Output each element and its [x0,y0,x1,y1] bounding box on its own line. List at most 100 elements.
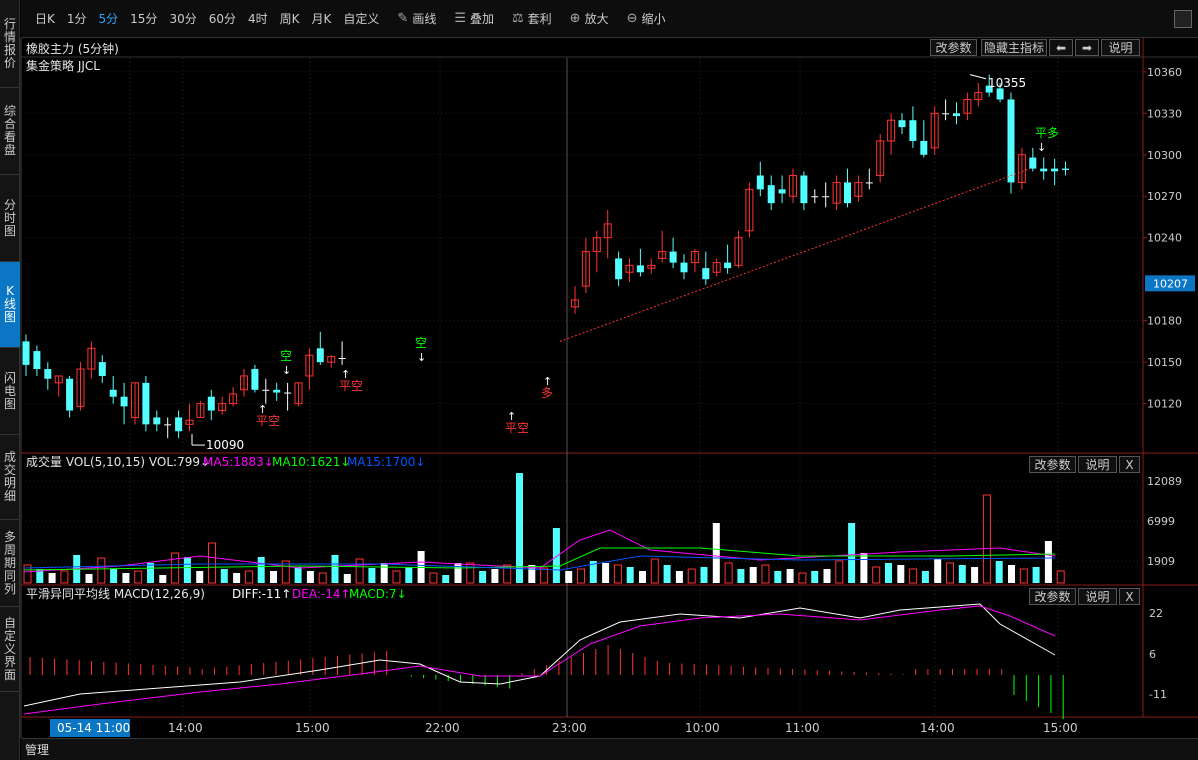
volume-bar [934,559,942,583]
candle-body [273,389,281,393]
candle-body [930,112,939,149]
y-tick-label: 10120 [1147,398,1182,411]
candle-body [240,375,248,391]
period-2-button[interactable]: 5分 [98,12,119,26]
sidebar-item-label: 闪电图 [3,370,16,411]
y-tick-label: 10360 [1147,66,1182,79]
candle-body [131,382,139,418]
high-marker [969,74,987,80]
period-5-button[interactable]: 60分 [208,12,236,26]
volume-bar [885,563,892,583]
tool-2-button[interactable]: ⚖ 套利 [506,0,558,38]
period-6-button[interactable]: 4时 [248,12,268,26]
volume-bar [343,574,351,583]
signal-label: 平空 [256,414,280,428]
volume-bar [712,523,720,583]
x-tick-label: 11:00 [785,721,820,735]
volume-bar [208,542,216,584]
period-1-button[interactable]: 1分 [66,12,87,26]
x-tick-label: 15:00 [1043,721,1078,735]
sidebar-item-3[interactable]: K线图 [0,262,20,348]
candle-body [734,237,743,266]
tool-1-button[interactable]: ☰ 叠加 [448,0,500,38]
main-params-button[interactable]: 改参数 [930,39,977,56]
main-help-button[interactable]: 说明 [1101,39,1140,56]
manage-button[interactable]: 管理 [25,743,50,757]
volume-bar [909,568,918,584]
tool-4-button[interactable]: ⊖ 缩小 [621,0,672,38]
candle-body [316,348,324,363]
candle-body [625,264,634,273]
candle-body [1051,168,1059,172]
candle-body [1007,99,1015,183]
volume-ma10-line [23,547,1056,571]
macd-help-button[interactable]: 说明 [1078,588,1117,605]
y-tick-label: 10150 [1147,356,1182,369]
hide-main-indicator-button[interactable]: 隐藏主指标 [981,39,1047,56]
period-4-button[interactable]: 30分 [169,12,197,26]
sidebar-item-label: K线图 [3,284,16,324]
sidebar-item-4[interactable]: 闪电图 [0,348,20,435]
volume-bar [848,523,856,583]
arbitrage-icon: ⚖ [512,11,524,26]
candle-body [647,264,656,269]
volume-bar [823,569,831,583]
restore-window-button[interactable] [1174,10,1192,28]
current-price-badge [1145,275,1195,292]
sidebar-item-5[interactable]: 成交明细 [0,435,20,520]
volume-bar [626,567,634,583]
volume-bar [650,558,659,584]
x-tick-label: 14:00 [920,721,955,735]
y-tick-label: 10300 [1147,149,1182,162]
candle-body [690,251,699,264]
volume-bar [528,565,536,583]
candle-body [920,140,928,155]
volume-bar [921,571,929,583]
period-8-button[interactable]: 月K [311,12,332,26]
sidebar-item-7[interactable]: 自定义界面 [0,607,20,692]
volume-bar [48,573,56,583]
period-7-button[interactable]: 周K [279,12,300,26]
candle-body [338,357,346,359]
volume-bar [196,571,204,583]
volume-params-button[interactable]: 改参数 [1029,456,1076,473]
candle-body [251,369,259,390]
volume-bar [675,571,683,583]
volume-help-button[interactable]: 说明 [1078,456,1117,473]
sidebar: 行情报价 综合看盘 分时图 K线图闪电图成交明细 多周期同列自定义界面 [0,0,20,760]
volume-bar [577,568,585,584]
signal-arrow: ↑ [258,403,267,416]
candle-body [778,189,786,194]
sidebar-item-label: 自定义界面 [3,615,16,682]
tool-0-button[interactable]: ✎ 画线 [391,0,442,38]
signal-arrow: ↓ [282,364,291,377]
candle-body [811,196,819,198]
chart-area[interactable]: 10360 10330 10300 10270 10240 10180 10150 10120… [0,0,1198,738]
sidebar-item-1[interactable]: 综合看盘 [0,88,20,175]
volume-bar [565,571,573,583]
macd-close-button[interactable]: X [1119,588,1140,605]
period-0-button[interactable]: 日K [35,12,55,26]
volume-bar [872,566,881,584]
macd-params-button[interactable]: 改参数 [1029,588,1076,605]
period-3-button[interactable]: 15分 [130,12,158,26]
volume-bar [971,567,979,583]
tool-3-button[interactable]: ⊕ 放大 [564,0,615,38]
sidebar-item-6[interactable]: 多周期同列 [0,520,20,607]
sidebar-item-2[interactable]: 分时图 [0,175,20,262]
volume-bar [122,573,130,583]
volume-bar [897,565,905,583]
arrow-left-icon[interactable]: ⬅ [1049,39,1073,56]
candle-body [1062,168,1069,170]
volume-bar [110,569,118,583]
arrow-right-icon[interactable]: ➡ [1075,39,1099,56]
volume-bar [774,571,782,583]
candle-body [712,262,721,273]
volume-close-button[interactable]: X [1119,456,1140,473]
sidebar-item-0[interactable]: 行情报价 [0,0,20,88]
tool-label: 叠加 [469,12,494,26]
period-9-button[interactable]: 自定义 [343,12,380,26]
candle-body [98,362,106,376]
candle-body [1017,154,1026,183]
signal-label: 平空 [339,379,363,393]
